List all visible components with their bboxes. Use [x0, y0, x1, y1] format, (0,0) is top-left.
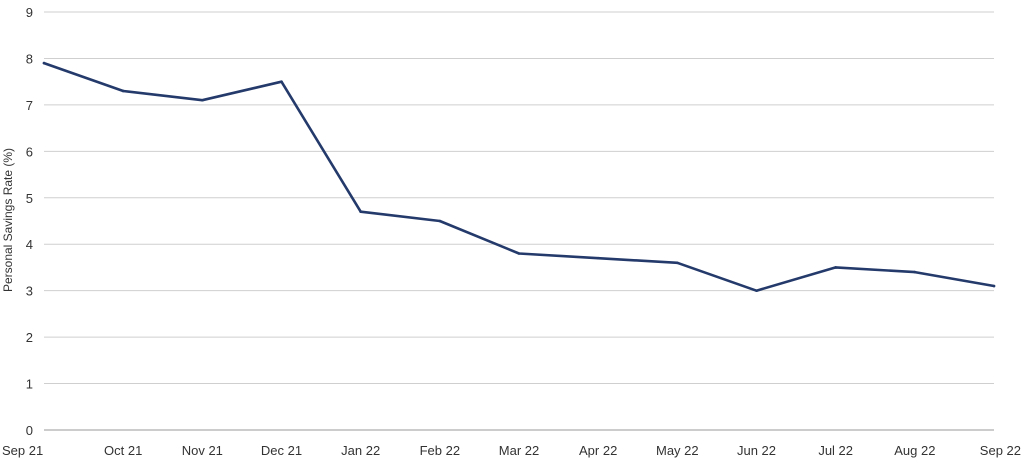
- gridlines: [44, 11, 994, 431]
- y-tick-label: 2: [26, 330, 33, 345]
- x-tick-label: Jul 22: [818, 443, 853, 458]
- y-tick-label: 5: [26, 191, 33, 206]
- x-tick-label: Sep 22: [980, 443, 1021, 458]
- data-point: [596, 256, 600, 260]
- x-tick-label: Nov 21: [182, 443, 223, 458]
- data-point: [280, 80, 283, 83]
- data-point: [517, 252, 521, 255]
- x-tick-label: May 22: [656, 443, 699, 458]
- data-point: [834, 266, 837, 269]
- data-point: [42, 61, 46, 65]
- x-tick-label: Mar 22: [499, 443, 539, 458]
- data-point: [755, 289, 758, 292]
- x-tick-label: Aug 22: [894, 443, 935, 458]
- y-tick-label: 4: [26, 237, 33, 252]
- y-tick-label: 3: [26, 284, 33, 299]
- y-axis-label: Personal Savings Rate (%): [1, 148, 15, 292]
- data-point: [359, 210, 362, 214]
- x-axis-ticks: Sep 21 Oct 21 Nov 21 Dec 21 Jan 22 Feb 22 Mar …: [2, 443, 1021, 458]
- y-axis-ticks: 0 1 2 3 4 5 6 7 8 9: [26, 5, 33, 438]
- series-lines: [42, 61, 996, 293]
- data-point: [201, 98, 204, 102]
- data-point: [992, 284, 996, 288]
- y-tick-label: 7: [26, 98, 33, 113]
- data-point: [676, 261, 679, 265]
- y-tick-label: 9: [26, 5, 33, 20]
- x-tick-label: Feb 22: [420, 443, 460, 458]
- y-tick-label: 1: [26, 377, 33, 392]
- x-tick-label: Oct 21: [104, 443, 142, 458]
- x-tick-label: Dec 21: [261, 443, 302, 458]
- y-tick-label: 0: [26, 423, 33, 438]
- data-point: [121, 89, 125, 93]
- data-point: [438, 219, 442, 223]
- x-tick-label: Jan 22: [341, 443, 380, 458]
- y-tick-label: 6: [26, 144, 33, 159]
- x-tick-label: Apr 22: [579, 443, 617, 458]
- y-tick-label: 8: [26, 51, 33, 66]
- x-tick-label: Jun 22: [737, 443, 776, 458]
- data-point: [913, 270, 917, 274]
- series-line: [42, 61, 996, 293]
- x-tick-label: Sep 21: [2, 443, 43, 458]
